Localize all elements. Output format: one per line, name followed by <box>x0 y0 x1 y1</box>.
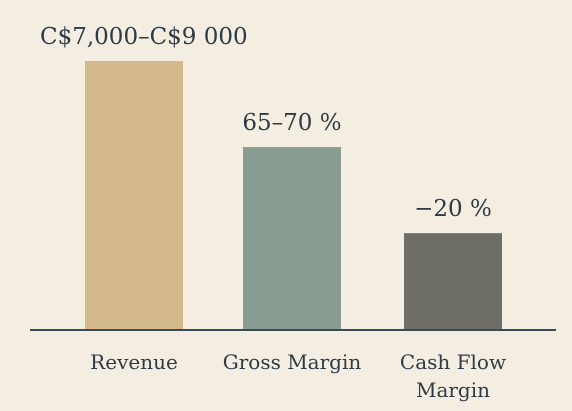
tick-label-gross-margin: Gross Margin <box>223 350 362 374</box>
tick-label-revenue: Revenue <box>90 350 178 374</box>
tick-label-cash-flow-margin-line-2: Margin <box>416 378 490 402</box>
bar-gross-margin <box>243 147 341 330</box>
data-label-gross-margin: 65–70 % <box>242 110 341 136</box>
tick-label-cash-flow-margin-line-1: Cash Flow <box>400 350 506 374</box>
data-label-cash-flow-margin: −20 % <box>414 196 492 222</box>
bar-cash-flow-margin <box>404 233 502 330</box>
bar-revenue <box>85 61 183 330</box>
data-label-revenue: C$7,000–C$9 000 <box>40 24 248 50</box>
